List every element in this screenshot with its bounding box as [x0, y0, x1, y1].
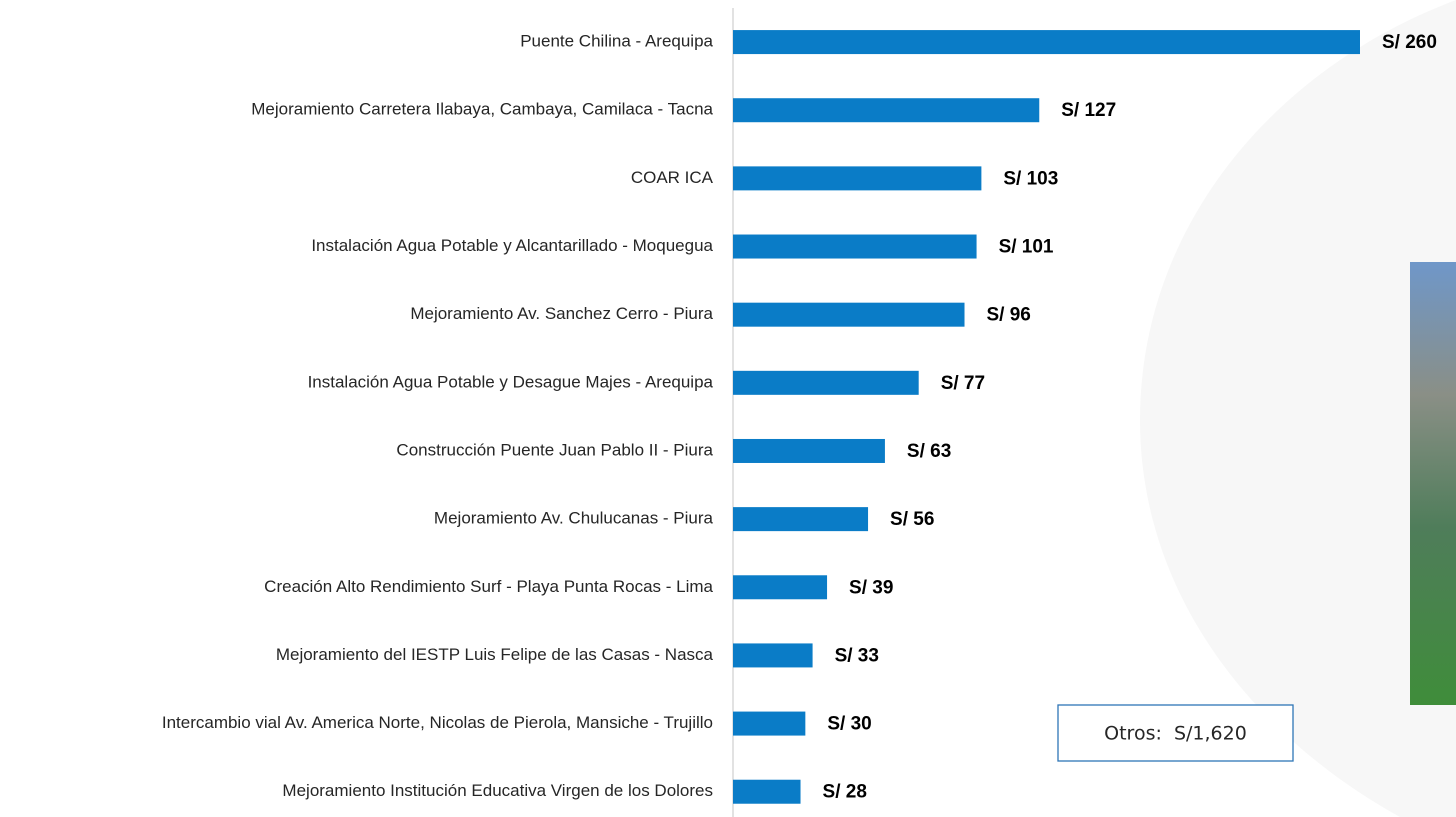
- bar: [733, 439, 885, 463]
- value-label: S/ 103: [1003, 168, 1058, 189]
- bar: [733, 30, 1360, 54]
- value-label: S/ 127: [1061, 100, 1116, 121]
- value-label: S/ 33: [835, 645, 879, 666]
- bar: [733, 166, 981, 190]
- annotation: Otros: S/1,620: [1104, 723, 1247, 745]
- value-label: S/ 77: [941, 373, 985, 394]
- bar: [733, 303, 965, 327]
- category-label: Mejoramiento del IESTP Luis Felipe de la…: [276, 645, 714, 664]
- value-label: S/ 101: [999, 237, 1054, 258]
- value-label: S/ 260: [1382, 32, 1437, 53]
- value-label: S/ 63: [907, 441, 951, 462]
- bar: [733, 235, 977, 259]
- category-label: Mejoramiento Av. Sanchez Cerro - Piura: [410, 304, 713, 323]
- bar: [733, 780, 801, 804]
- category-label: Puente Chilina - Arequipa: [520, 32, 713, 51]
- value-label: S/ 56: [890, 509, 934, 530]
- category-label: Instalación Agua Potable y Alcantarillad…: [311, 236, 713, 255]
- category-label: Mejoramiento Carretera Ilabaya, Cambaya,…: [251, 100, 713, 119]
- category-label: Mejoramiento Av. Chulucanas - Piura: [434, 509, 714, 528]
- category-label: Creación Alto Rendimiento Surf - Playa P…: [264, 577, 713, 596]
- annotation-box: Otros: S/1,620: [1058, 705, 1293, 761]
- bar: [733, 98, 1039, 122]
- category-label: COAR ICA: [631, 168, 714, 187]
- chart: Otros: S/1,620 Puente Chilina - Arequipa…: [0, 0, 1456, 817]
- category-label: Construcción Puente Juan Pablo II - Piur…: [396, 440, 713, 459]
- value-label: S/ 28: [823, 782, 867, 803]
- category-label: Mejoramiento Institución Educativa Virge…: [282, 781, 713, 800]
- category-label: Instalación Agua Potable y Desague Majes…: [308, 372, 714, 391]
- category-label: Intercambio vial Av. America Norte, Nico…: [162, 713, 713, 732]
- bar: [733, 371, 919, 395]
- bar: [733, 712, 805, 736]
- bar: [733, 507, 868, 531]
- value-label: S/ 39: [849, 577, 893, 598]
- photo: [1410, 262, 1456, 705]
- background-decoration: [1140, 0, 1456, 817]
- value-label: S/ 96: [987, 305, 1031, 326]
- bar: [733, 643, 813, 667]
- bar: [733, 575, 827, 599]
- bg-arc: [1140, 0, 1456, 817]
- value-label: S/ 30: [827, 714, 871, 735]
